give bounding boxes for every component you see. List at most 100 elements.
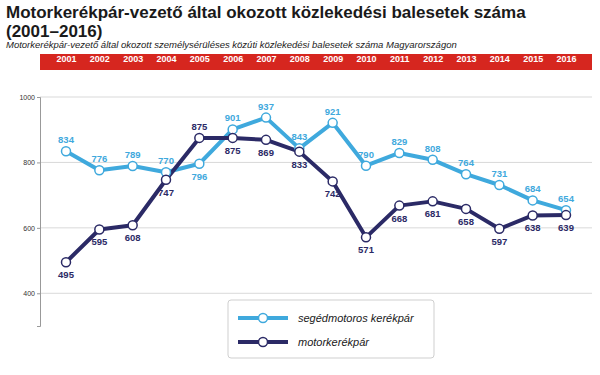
- data-label: 790: [358, 149, 374, 160]
- grid-line: [40, 162, 592, 163]
- x-tick: 2003: [123, 54, 143, 64]
- y-tick: 800: [23, 159, 40, 166]
- point: [62, 258, 71, 267]
- x-tick-label: 2003: [123, 54, 143, 64]
- data-label: 770: [158, 155, 174, 166]
- y-tick-mark: [37, 293, 40, 294]
- data-label: 834: [58, 134, 75, 145]
- data-label: 684: [525, 183, 542, 194]
- x-tick-label: 2007: [256, 54, 276, 64]
- data-label: 658: [458, 216, 474, 227]
- data-label: 829: [391, 136, 407, 147]
- data-label: 875: [191, 121, 208, 132]
- data-label: 833: [291, 159, 307, 170]
- chart-container: Motorkerékpár-vezető által okozott közle…: [0, 0, 600, 375]
- data-label: 495: [58, 269, 75, 280]
- series-line: [66, 138, 566, 262]
- grid-line: [40, 293, 592, 294]
- data-label: 869: [258, 147, 274, 158]
- x-tick-label: 2008: [290, 54, 310, 64]
- x-tick: 2010: [356, 54, 376, 64]
- data-label: 789: [125, 149, 141, 160]
- point: [462, 170, 471, 179]
- chart: Motorkerékpár-vezető által okozott közle…: [0, 0, 600, 375]
- x-tick-label: 2002: [90, 54, 110, 64]
- data-label: 937: [258, 101, 274, 112]
- data-label: 681: [425, 208, 442, 219]
- point: [62, 147, 71, 156]
- y-axis: 400 600 800 1000: [19, 94, 40, 327]
- point: [528, 196, 537, 205]
- plot-area: [62, 113, 571, 267]
- point: [162, 175, 171, 184]
- grid: [40, 97, 592, 293]
- x-tick-label: 2006: [223, 54, 243, 64]
- x-tick: 2004: [156, 54, 176, 64]
- data-label: 731: [491, 168, 508, 179]
- x-tick-label: 2015: [523, 54, 543, 64]
- point: [428, 197, 437, 206]
- x-tick: 2002: [90, 54, 110, 64]
- point: [528, 211, 537, 220]
- x-tick: 2007: [256, 54, 276, 64]
- x-tick-label: 2001: [56, 54, 76, 64]
- y-tick: 1000: [19, 94, 40, 101]
- x-tick-label: 2016: [556, 54, 576, 64]
- title: Motorkerékpár-vezető által okozott közle…: [6, 3, 526, 41]
- x-tick-label: 2004: [156, 54, 176, 64]
- x-tick-label: 2010: [356, 54, 376, 64]
- x-tick-label: 2014: [490, 54, 510, 64]
- y-tick-mark: [37, 97, 40, 98]
- title-line: Motorkerékpár-vezető által okozott közle…: [6, 3, 526, 22]
- point: [495, 181, 504, 190]
- point: [262, 135, 271, 144]
- data-label: 742: [325, 188, 341, 199]
- data-label: 747: [158, 187, 174, 198]
- data-label: 639: [558, 222, 574, 233]
- point: [95, 166, 104, 175]
- y-tick-label: 800: [23, 159, 35, 166]
- point: [362, 233, 371, 242]
- y-tick: 600: [23, 225, 40, 232]
- legend-box: [228, 300, 434, 358]
- data-label: 654: [558, 193, 575, 204]
- y-tick-label: 400: [23, 290, 35, 297]
- x-tick: 2011: [390, 54, 410, 64]
- year-band: [40, 54, 592, 70]
- y-tick-label: 1000: [19, 94, 35, 101]
- data-label: 668: [391, 213, 407, 224]
- data-labels: 8347767897707969019378439217908298087647…: [58, 101, 575, 281]
- data-label: 808: [425, 143, 441, 154]
- subtitle: Motorkerékpár-vezető által okozott szemé…: [6, 39, 457, 50]
- x-tick: 2013: [456, 54, 476, 64]
- point: [328, 177, 337, 186]
- x-tick: 2008: [290, 54, 310, 64]
- x-tick: 2014: [490, 54, 510, 64]
- y-axis-line: [37, 98, 41, 327]
- x-tick: 2015: [523, 54, 543, 64]
- data-label: 776: [91, 153, 107, 164]
- point: [228, 133, 237, 142]
- data-label: 638: [525, 222, 541, 233]
- x-tick: 2005: [190, 54, 210, 64]
- point: [128, 221, 137, 230]
- x-tick: 2016: [556, 54, 576, 64]
- point: [328, 118, 337, 127]
- point: [395, 201, 404, 210]
- data-label: 595: [91, 236, 108, 247]
- data-label: 571: [358, 244, 375, 255]
- point: [128, 162, 137, 171]
- data-label: 796: [191, 171, 207, 182]
- legend-entry: segédmotoros kerékpár: [238, 312, 415, 324]
- point: [462, 204, 471, 213]
- point: [395, 148, 404, 157]
- x-tick: 2009: [323, 54, 343, 64]
- point: [295, 147, 304, 156]
- legend-label: motorkerékpár: [298, 336, 370, 348]
- point: [195, 133, 204, 142]
- point: [562, 211, 571, 220]
- data-label: 608: [125, 232, 141, 243]
- x-tick-label: 2005: [190, 54, 210, 64]
- x-tick-label: 2013: [456, 54, 476, 64]
- y-tick-label: 600: [23, 225, 35, 232]
